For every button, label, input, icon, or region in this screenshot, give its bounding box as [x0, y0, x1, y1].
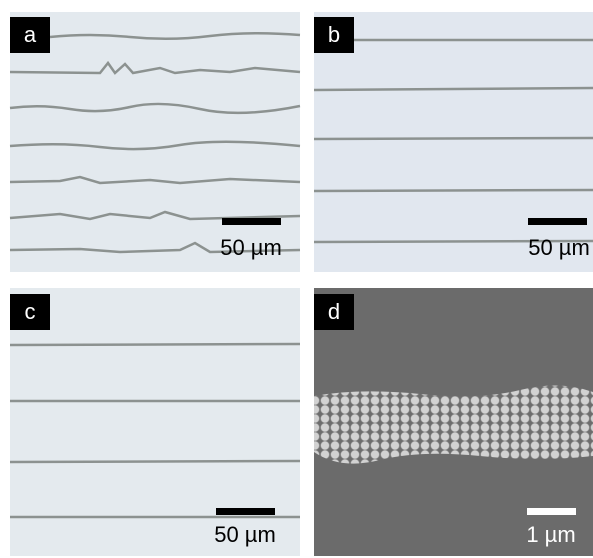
panel-b: b 50 µm — [314, 12, 593, 272]
panel-label: a — [24, 22, 37, 47]
scale-bar-label: 50 µm — [528, 235, 590, 260]
panel-a: a 50 µm — [9, 12, 301, 272]
scale-bar-label: 1 µm — [526, 522, 575, 547]
panel-label: c — [25, 299, 36, 324]
panel-label: d — [328, 299, 340, 324]
scale-bar-label: 50 µm — [214, 522, 276, 547]
panel-c: c 50 µm — [9, 288, 301, 556]
panel-label: b — [328, 22, 340, 47]
scale-bar-label: 50 µm — [220, 235, 282, 260]
panel-d: d 1 µm — [314, 288, 593, 556]
